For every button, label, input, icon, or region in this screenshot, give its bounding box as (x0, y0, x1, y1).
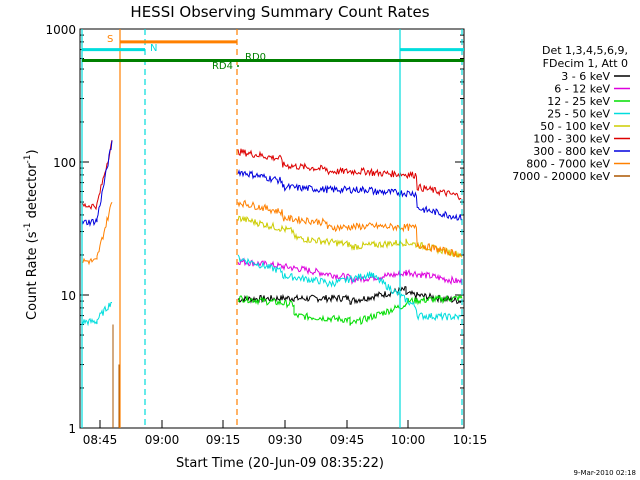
y-axis-label-mid: detector (25, 163, 40, 223)
legend-label: 100 - 300 keV (533, 133, 610, 146)
legend-label: 800 - 7000 keV (526, 158, 610, 171)
y-tick-label: 1 (68, 422, 76, 436)
series-300-800-kev-pre (81, 140, 113, 227)
rd0-dot (239, 60, 241, 62)
legend-label: 50 - 100 keV (540, 120, 610, 133)
y-tick-label: 100 (53, 156, 76, 170)
y-tick-label: 10 (61, 289, 76, 303)
series-25-50-kev-pre (81, 302, 112, 327)
night-marker-label: N (150, 43, 157, 54)
series-800-7000-kev-pre (81, 201, 113, 266)
series-25-50-kev-post (237, 254, 462, 322)
y-tick-label: 1000 (45, 23, 76, 37)
legend-header-1: Det 1,3,4,5,6,9, (542, 44, 628, 57)
series-100-300-kev-post (237, 148, 462, 201)
x-tick-label: 09:00 (145, 433, 180, 447)
series-50-100-kev-post (237, 215, 463, 259)
legend-label: 25 - 50 keV (547, 108, 610, 121)
legend-label: 300 - 800 keV (533, 145, 610, 158)
legend-label: 12 - 25 keV (547, 95, 610, 108)
y-axis-label-end: ) (25, 149, 40, 154)
series-3-6-kev-post (237, 285, 463, 305)
y-axis-label-sup2: -1 (23, 154, 33, 163)
legend-label: 7000 - 20000 keV (512, 170, 610, 183)
saa-marker-label: S (107, 34, 113, 45)
x-tick-label: 09:30 (268, 433, 303, 447)
footer-date: 9-Mar-2010 02:18 (574, 469, 636, 477)
legend-label: 6 - 12 keV (554, 83, 610, 96)
legend-label: 3 - 6 keV (561, 70, 610, 83)
y-axis-label-main: Count Rate (s (25, 231, 40, 320)
chart-title: HESSI Observing Summary Count Rates (130, 3, 429, 21)
series-12-25-kev-post (237, 294, 463, 326)
series-300-800-kev-post (237, 169, 462, 221)
x-axis-label: Start Time (20-Jun-09 08:35:22) (176, 456, 384, 471)
rd0-marker-label: RD0 (245, 52, 266, 63)
axis-ticks: 08:45 09:00 09:15 09:30 09:45 10:00 10:15 1 10 10… (45, 23, 487, 447)
series-100-300-kev-pre (81, 139, 113, 211)
x-tick-label: 09:45 (330, 433, 365, 447)
rd4-dot (237, 65, 239, 67)
series-800-7000-kev-post (237, 199, 462, 258)
legend-header-2: FDecim 1, Att 0 (543, 57, 628, 70)
attenuator-markers: S N RD4 RD0 (81, 29, 464, 428)
x-tick-label: 08:45 (83, 433, 118, 447)
plot-frame (79, 28, 465, 429)
y-axis-label: Count Rate (s-1 detector-1) (23, 149, 40, 320)
data-series (81, 139, 463, 327)
rd4-marker-label: RD4 (212, 61, 233, 72)
x-tick-label: 09:15 (206, 433, 241, 447)
legend: Det 1,3,4,5,6,9, FDecim 1, Att 0 3 - 6 k… (512, 44, 630, 183)
x-tick-label: 10:00 (391, 433, 426, 447)
series-6-12-kev-post (237, 257, 463, 286)
y-axis-label-sup1: -1 (23, 222, 33, 231)
x-tick-label: 10:15 (453, 433, 488, 447)
